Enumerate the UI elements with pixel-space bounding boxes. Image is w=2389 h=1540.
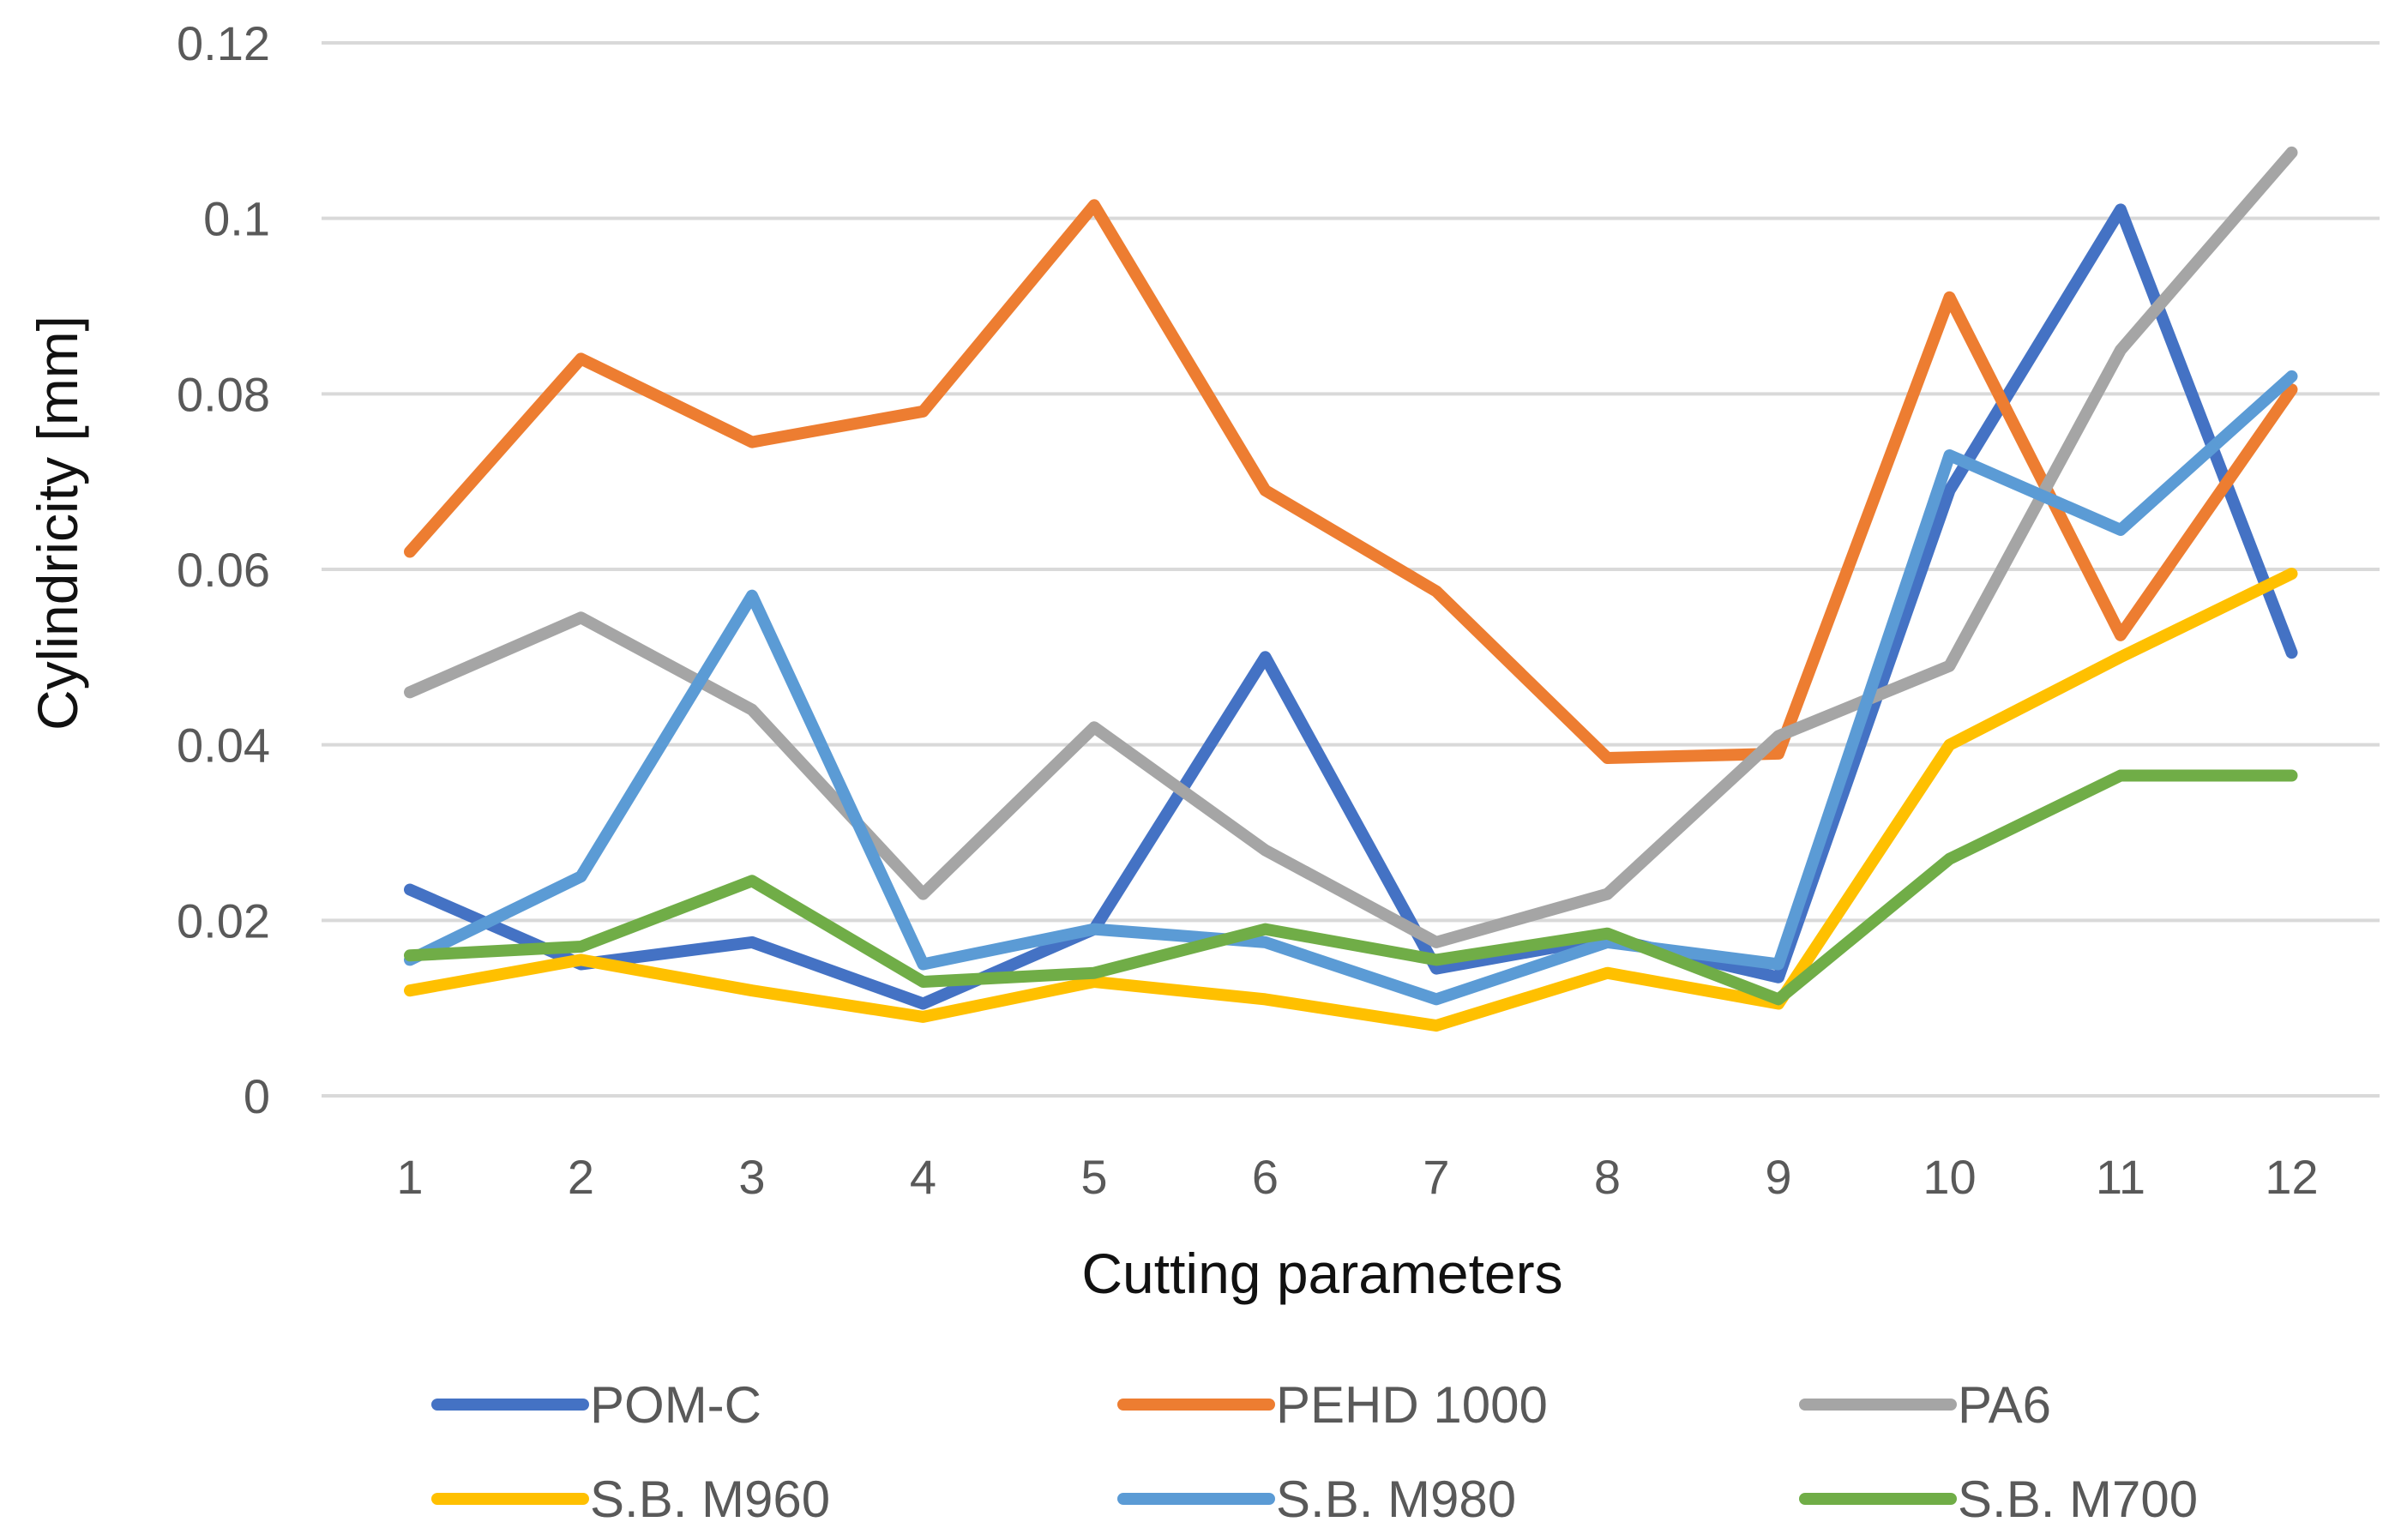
x-axis-title: Cutting parameters (1081, 1242, 1562, 1305)
legend-label: S.B. M960 (590, 1471, 830, 1528)
legend-label: S.B. M700 (1958, 1471, 2198, 1528)
y-tick-label: 0.1 (203, 192, 270, 246)
y-tick-label: 0.06 (177, 543, 270, 597)
y-tick-label: 0 (244, 1069, 270, 1123)
legend-label: S.B. M980 (1276, 1471, 1516, 1528)
legend-label: PEHD 1000 (1276, 1376, 1548, 1434)
legend-item-pa6: PA6 (1799, 1376, 2051, 1434)
series-lines (404, 146, 2298, 1032)
x-tick-label: 6 (1252, 1150, 1279, 1204)
x-axis-tick-labels: 1 2 3 4 5 6 7 8 9 10 11 12 (396, 1150, 2318, 1204)
x-tick-label: 11 (2096, 1150, 2145, 1204)
y-tick-label: 0.02 (177, 893, 270, 947)
gridlines (322, 41, 2380, 1098)
y-axis-tick-labels: 0 0.02 0.04 0.06 0.08 0.1 0.12 (177, 16, 270, 1123)
y-tick-label: 0.12 (177, 16, 270, 70)
legend-item-s-b-m960: S.B. M960 (431, 1471, 830, 1528)
x-tick-label: 3 (738, 1150, 765, 1204)
x-tick-label: 10 (1923, 1150, 1976, 1204)
y-tick-label: 0.08 (177, 367, 270, 421)
legend-label: POM-C (590, 1376, 761, 1434)
series-line-s-b-m960 (404, 568, 2298, 1032)
x-tick-label: 12 (2265, 1150, 2318, 1204)
x-tick-label: 2 (568, 1150, 594, 1204)
x-tick-label: 9 (1765, 1150, 1791, 1204)
legend-item-s-b-m980: S.B. M980 (1117, 1471, 1516, 1528)
x-tick-label: 8 (1594, 1150, 1621, 1204)
x-tick-label: 1 (396, 1150, 423, 1204)
series-line-pa6 (404, 146, 2298, 948)
series-line-s-b-m980 (404, 370, 2298, 1006)
y-tick-label: 0.04 (177, 719, 270, 773)
legend-item-pom-c: POM-C (431, 1376, 761, 1434)
x-tick-label: 7 (1423, 1150, 1449, 1204)
legend-label: PA6 (1958, 1376, 2051, 1434)
series-line-pom-c (404, 203, 2298, 1010)
x-tick-label: 4 (910, 1150, 936, 1204)
y-axis-title: Cylindricity [mm] (26, 316, 89, 731)
legend-item-s-b-m700: S.B. M700 (1799, 1471, 2198, 1528)
legend: POM-C PEHD 1000 PA6 S.B. M960 S.B. M980 S.B. … (431, 1376, 2198, 1528)
x-tick-label: 5 (1080, 1150, 1107, 1204)
series-line-s-b-m700 (404, 769, 2298, 1006)
series-line-pehd-1000 (404, 199, 2298, 764)
legend-item-pehd-1000: PEHD 1000 (1117, 1376, 1548, 1434)
